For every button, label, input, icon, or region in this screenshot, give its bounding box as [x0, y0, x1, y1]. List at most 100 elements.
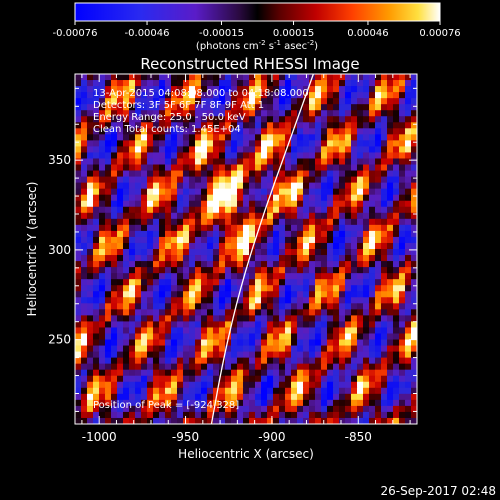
image-pixel: [321, 140, 328, 147]
image-pixel: [93, 249, 100, 256]
image-pixel: [363, 327, 370, 334]
image-pixel: [147, 236, 154, 244]
image-pixel: [303, 218, 310, 226]
image-pixel: [279, 411, 286, 419]
image-pixel: [327, 387, 334, 395]
image-pixel: [279, 218, 286, 226]
image-pixel: [207, 339, 214, 346]
image-pixel: [75, 92, 82, 99]
image-pixel: [75, 110, 82, 117]
image-pixel: [201, 242, 208, 250]
image-pixel: [249, 170, 256, 177]
image-pixel: [321, 369, 328, 377]
image-pixel: [219, 194, 226, 202]
image-pixel: [393, 128, 400, 135]
image-pixel: [219, 200, 226, 208]
image-pixel: [267, 321, 274, 328]
image-pixel: [141, 206, 148, 214]
image-pixel: [237, 381, 244, 389]
image-pixel: [255, 176, 262, 184]
image-pixel: [99, 249, 106, 256]
image-pixel: [363, 200, 370, 208]
image-pixel: [87, 315, 94, 322]
image-pixel: [159, 206, 166, 214]
image-pixel: [129, 92, 136, 99]
image-pixel: [291, 393, 298, 401]
image-pixel: [279, 417, 286, 424]
image-pixel: [405, 116, 412, 123]
image-pixel: [351, 285, 358, 292]
image-pixel: [153, 273, 160, 280]
image-pixel: [387, 212, 394, 220]
image-pixel: [225, 116, 232, 123]
image-pixel: [375, 279, 382, 286]
image-pixel: [345, 158, 352, 165]
image-pixel: [345, 152, 352, 159]
image-pixel: [171, 200, 178, 208]
image-pixel: [393, 146, 400, 153]
image-pixel: [321, 128, 328, 135]
image-pixel: [339, 345, 346, 352]
image-pixel: [357, 393, 364, 401]
image-pixel: [135, 92, 142, 99]
image-pixel: [87, 170, 94, 177]
image-pixel: [411, 230, 417, 238]
image-pixel: [243, 122, 250, 129]
image-pixel: [105, 86, 112, 93]
image-pixel: [381, 122, 388, 129]
image-pixel: [243, 80, 250, 87]
image-pixel: [303, 321, 310, 328]
image-pixel: [345, 303, 352, 310]
image-pixel: [237, 224, 244, 232]
image-pixel: [201, 170, 208, 177]
image-pixel: [225, 285, 232, 292]
image-pixel: [147, 98, 154, 105]
image-pixel: [237, 242, 244, 250]
image-pixel: [135, 236, 142, 244]
image-pixel: [285, 279, 292, 286]
image-pixel: [147, 134, 154, 141]
image-pixel: [351, 321, 358, 328]
image-pixel: [183, 152, 190, 159]
image-pixel: [339, 200, 346, 208]
image-pixel: [195, 236, 202, 244]
image-pixel: [207, 267, 214, 274]
image-pixel: [309, 399, 316, 407]
image-pixel: [255, 387, 262, 395]
image-pixel: [81, 146, 88, 153]
image-pixel: [177, 411, 184, 419]
image-pixel: [177, 74, 184, 81]
image-pixel: [267, 236, 274, 244]
image-pixel: [153, 218, 160, 226]
image-pixel: [111, 273, 118, 280]
image-pixel: [285, 291, 292, 298]
image-pixel: [183, 363, 190, 371]
image-pixel: [147, 411, 154, 419]
image-pixel: [321, 261, 328, 268]
image-pixel: [159, 381, 166, 389]
image-pixel: [105, 255, 112, 262]
image-pixel: [285, 176, 292, 184]
image-pixel: [315, 188, 322, 196]
image-pixel: [87, 134, 94, 141]
image-pixel: [327, 363, 334, 371]
image-pixel: [261, 327, 268, 334]
image-pixel: [207, 116, 214, 123]
image-pixel: [87, 206, 94, 214]
image-pixel: [165, 375, 172, 383]
image-pixel: [291, 242, 298, 250]
image-pixel: [273, 92, 280, 99]
image-pixel: [339, 74, 346, 81]
image-pixel: [327, 128, 334, 135]
image-pixel: [87, 188, 94, 196]
image-pixel: [123, 267, 130, 274]
image-pixel: [219, 291, 226, 298]
image-pixel: [267, 303, 274, 310]
image-pixel: [207, 279, 214, 286]
image-pixel: [105, 375, 112, 383]
image-pixel: [387, 303, 394, 310]
image-pixel: [297, 236, 304, 244]
image-pixel: [93, 387, 100, 395]
image-pixel: [291, 261, 298, 268]
image-pixel: [315, 333, 322, 340]
